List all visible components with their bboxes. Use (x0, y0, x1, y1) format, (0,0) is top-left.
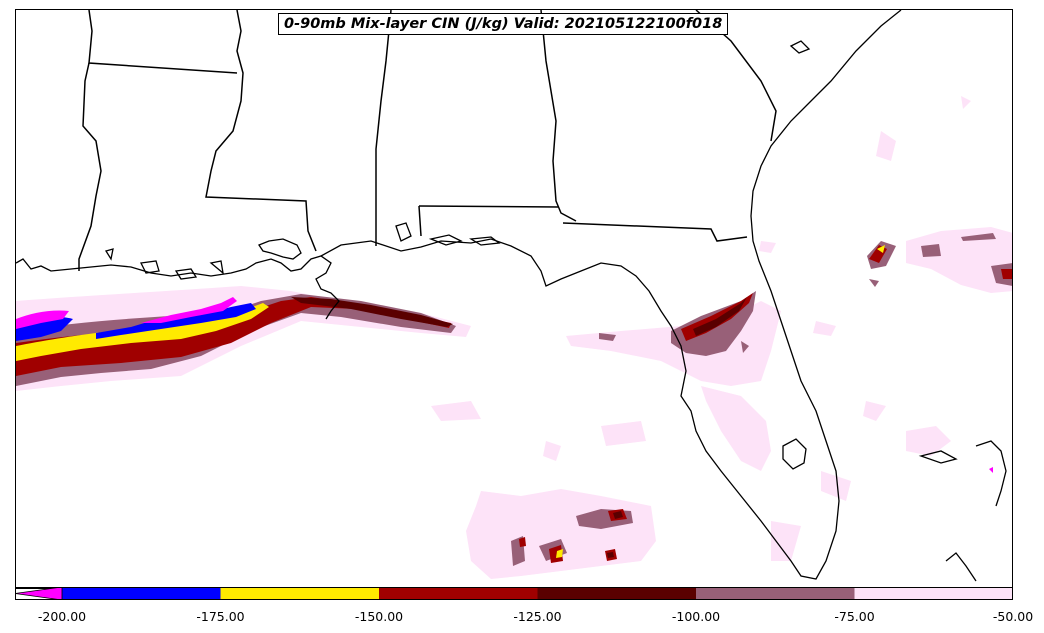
cin-band-under-200 (16, 297, 993, 473)
cin-band-175-150 (16, 245, 885, 558)
colorbar-tick-label: -125.00 (513, 609, 562, 624)
colorbar-tick-label: -100.00 (671, 609, 721, 624)
colorbar-bands (62, 587, 1013, 600)
colorbar-tick-label: -200.00 (37, 609, 87, 624)
colorbar-outline (15, 587, 1013, 600)
cin-shading (16, 96, 1012, 579)
colorbar-band (854, 587, 1013, 600)
colorbar-under-arrow (15, 587, 63, 600)
colorbar-band (537, 587, 697, 600)
colorbar-band (696, 587, 855, 600)
colorbar-tick-label: -50.00 (992, 609, 1034, 624)
colorbar-band (379, 587, 538, 600)
colorbar-band (62, 587, 221, 600)
colorbar-tick-label: -175.00 (196, 609, 245, 624)
map-canvas (16, 10, 1012, 582)
cin-band-125-100 (291, 297, 747, 558)
colorbar-tick-label: -75.00 (834, 609, 875, 624)
map-panel (15, 9, 1013, 589)
colorbar-tick-label: -150.00 (354, 609, 404, 624)
colorbar-band (220, 587, 380, 600)
map-title: 0-90mb Mix-layer CIN (J/kg) Valid: 20210… (278, 13, 729, 35)
state-borders (78, 10, 777, 271)
colorbar (15, 587, 1013, 600)
coastline (16, 10, 1007, 582)
